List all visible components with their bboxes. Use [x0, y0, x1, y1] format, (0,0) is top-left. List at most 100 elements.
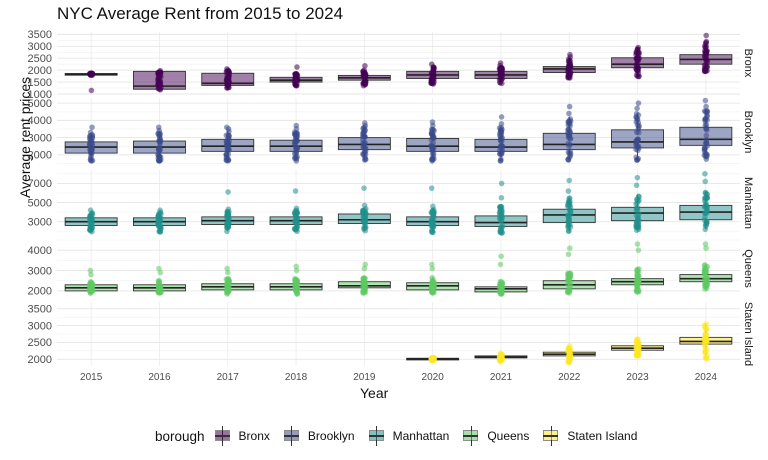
- point-queens-2018: [294, 291, 300, 297]
- point-manhattan-2021: [498, 194, 505, 201]
- point-queens-2016: [156, 290, 162, 296]
- point-brooklyn-2020: [428, 129, 435, 136]
- point-brooklyn-2022: [565, 131, 572, 138]
- point-bronx-2020: [430, 66, 437, 72]
- point-bronx-2024: [702, 62, 709, 68]
- point-manhattan-2021: [496, 210, 503, 216]
- point-brooklyn-2021: [499, 145, 505, 152]
- point-brooklyn-2024: [702, 144, 708, 151]
- y-tick-label-staten-island: 3500: [28, 304, 52, 316]
- point-manhattan-2023: [636, 197, 642, 204]
- y-tick-label-manhattan: 3000: [28, 216, 52, 228]
- point-queens-2019: [360, 290, 367, 296]
- point-manhattan-2024: [702, 226, 709, 233]
- legend-key-brooklyn: [282, 425, 302, 447]
- point-queens-2021: [497, 261, 504, 268]
- point-staten-island-2024: [703, 354, 710, 361]
- point-brooklyn-2024: [702, 116, 709, 122]
- point-manhattan-2022: [565, 223, 571, 229]
- point-manhattan-2021: [498, 230, 505, 236]
- point-queens-2022: [566, 290, 573, 296]
- point-manhattan-2021: [498, 180, 505, 187]
- point-manhattan-2022: [565, 203, 571, 210]
- point-bronx-2020: [428, 61, 435, 67]
- point-manhattan-2017: [224, 228, 230, 235]
- point-manhattan-2024: [702, 171, 708, 177]
- point-queens-2023: [634, 276, 640, 282]
- y-tick-label-staten-island: 3000: [28, 320, 52, 332]
- point-manhattan-2015: [89, 228, 95, 235]
- point-queens-2024: [702, 241, 709, 247]
- point-queens-2022: [566, 274, 573, 280]
- point-brooklyn-2024: [702, 108, 709, 115]
- y-tick-label-bronx: 3500: [28, 29, 52, 41]
- point-bronx-2021: [497, 75, 504, 81]
- point-brooklyn-2023: [633, 138, 640, 144]
- point-bronx-2023: [635, 44, 642, 51]
- point-bronx-2018: [294, 77, 301, 83]
- y-tick-label-manhattan: 7000: [28, 178, 52, 190]
- point-brooklyn-2017: [223, 124, 230, 131]
- point-manhattan-2022: [566, 195, 572, 202]
- legend-item-queens: Queens: [461, 425, 529, 447]
- point-brooklyn-2015: [88, 158, 95, 164]
- point-brooklyn-2018: [293, 158, 300, 164]
- point-brooklyn-2019: [361, 130, 367, 136]
- point-brooklyn-2021: [498, 121, 505, 127]
- point-bronx-2017: [224, 66, 230, 72]
- point-bronx-2015: [88, 87, 95, 94]
- y-tick-label-queens: 3000: [28, 265, 52, 277]
- point-brooklyn-2023: [635, 100, 642, 106]
- point-manhattan-2020: [428, 185, 435, 191]
- point-manhattan-2019: [362, 227, 369, 234]
- point-queens-2024: [702, 286, 708, 292]
- point-manhattan-2020: [429, 218, 435, 225]
- y-tick-label-queens: 2000: [28, 286, 52, 298]
- point-brooklyn-2024: [703, 132, 710, 139]
- point-brooklyn-2022: [565, 157, 572, 163]
- point-brooklyn-2018: [294, 145, 301, 151]
- point-queens-2019: [360, 283, 366, 290]
- x-tick-label: 2023: [626, 372, 649, 383]
- point-bronx-2017: [225, 74, 232, 81]
- point-staten-island-2022: [566, 342, 573, 349]
- point-bronx-2015: [88, 70, 94, 77]
- x-tick-label: 2015: [80, 372, 103, 383]
- x-tick-label: 2016: [148, 372, 171, 383]
- legend: borough Bronx Brooklyn Manhattan Queens Stat…: [155, 424, 649, 448]
- point-brooklyn-2021: [499, 135, 505, 141]
- point-brooklyn-2022: [567, 141, 573, 148]
- point-manhattan-2023: [635, 220, 642, 226]
- x-tick-label: 2018: [285, 372, 308, 383]
- legend-key-queens: [461, 425, 481, 447]
- point-brooklyn-2015: [87, 129, 94, 136]
- legend-label-brooklyn: Brooklyn: [307, 429, 355, 443]
- point-bronx-2016: [157, 67, 164, 74]
- y-tick-label-bronx: 1000: [28, 89, 52, 101]
- legend-item-brooklyn: Brooklyn: [282, 425, 355, 447]
- legend-label-bronx: Bronx: [238, 429, 270, 443]
- point-manhattan-2024: [702, 178, 709, 185]
- point-queens-2015: [88, 285, 95, 292]
- point-brooklyn-2023: [634, 144, 640, 150]
- point-brooklyn-2020: [429, 158, 435, 164]
- point-brooklyn-2015: [87, 136, 93, 142]
- point-brooklyn-2016: [156, 158, 163, 164]
- point-bronx-2023: [634, 73, 641, 79]
- point-queens-2015: [87, 280, 93, 287]
- point-staten-island-2024: [703, 326, 710, 332]
- point-queens-2017: [224, 265, 230, 272]
- point-manhattan-2015: [87, 207, 94, 213]
- point-manhattan-2023: [633, 182, 640, 189]
- y-tick-label-queens: 4000: [28, 245, 52, 257]
- facet-label-bronx: Bronx: [742, 49, 754, 78]
- point-brooklyn-2016: [156, 147, 163, 154]
- y-tick-label-staten-island: 2000: [28, 354, 52, 366]
- point-brooklyn-2024: [703, 137, 710, 143]
- point-queens-2017: [224, 284, 231, 290]
- y-tick-label-brooklyn: 5000: [28, 98, 52, 110]
- point-staten-island-2024: [703, 337, 709, 343]
- point-queens-2019: [362, 261, 369, 268]
